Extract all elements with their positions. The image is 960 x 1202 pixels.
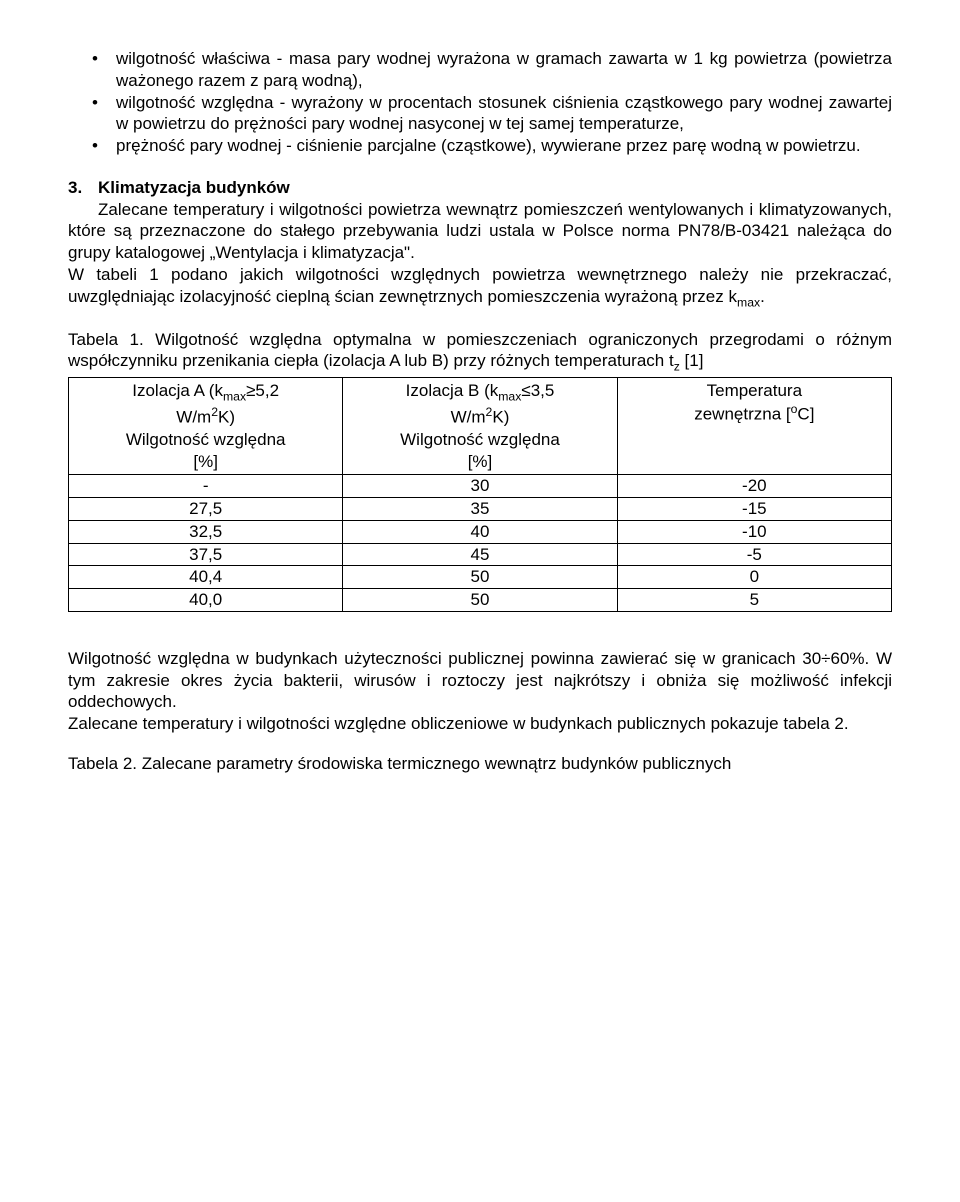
table-row: 40,4 50 0 — [69, 566, 892, 589]
table-cell: - — [69, 475, 343, 498]
table-header-cell: Izolacja B (kmax≤3,5 W/m2K) Wilgotność w… — [343, 378, 617, 475]
bullet-item: wilgotność względna - wyrażony w procent… — [68, 92, 892, 136]
table-cell: 32,5 — [69, 520, 343, 543]
text-run: zewnętrzna [ — [694, 405, 790, 424]
table-row: - 30 -20 — [69, 475, 892, 498]
subscript: max — [223, 390, 246, 404]
table-cell: 40 — [343, 520, 617, 543]
table-cell: 0 — [617, 566, 891, 589]
text-run: Izolacja B (k — [406, 381, 499, 400]
section-number: 3. — [68, 177, 98, 199]
text-run: [%] — [468, 452, 493, 471]
table-cell: 45 — [343, 543, 617, 566]
section-heading: 3. Klimatyzacja budynków — [68, 177, 892, 199]
table-cell: 50 — [343, 589, 617, 612]
table-cell: 37,5 — [69, 543, 343, 566]
subscript: max — [737, 295, 760, 309]
text-run: W tabeli 1 podano jakich wilgotności wzg… — [68, 265, 892, 306]
table-row: 27,5 35 -15 — [69, 498, 892, 521]
paragraph: Zalecane temperatury i wilgotności wzglę… — [68, 713, 892, 735]
text-run: W/m — [176, 408, 211, 427]
table-cell: 27,5 — [69, 498, 343, 521]
section-title: Klimatyzacja budynków — [98, 177, 290, 199]
table-cell: 40,4 — [69, 566, 343, 589]
table-cell: -10 — [617, 520, 891, 543]
table-cell: -15 — [617, 498, 891, 521]
text-run: Wilgotność względna — [126, 430, 286, 449]
text-run: ≥5,2 — [246, 381, 279, 400]
text-run: [%] — [193, 452, 218, 471]
table-row: 40,0 50 5 — [69, 589, 892, 612]
table-cell: 5 — [617, 589, 891, 612]
paragraph: Wilgotność względna w budynkach użyteczn… — [68, 648, 892, 713]
table-cell: 50 — [343, 566, 617, 589]
table-cell: 35 — [343, 498, 617, 521]
text-run: ≤3,5 — [521, 381, 554, 400]
text-run: W/m — [451, 408, 486, 427]
table2-caption: Tabela 2. Zalecane parametry środowiska … — [68, 753, 892, 775]
text-run: [1] — [680, 351, 704, 370]
bullet-list: wilgotność właściwa - masa pary wodnej w… — [68, 48, 892, 157]
superscript: 2 — [211, 405, 218, 419]
bullet-item: wilgotność właściwa - masa pary wodnej w… — [68, 48, 892, 92]
text-run: Wilgotność względna — [400, 430, 560, 449]
section-paragraph: Zalecane temperatury i wilgotności powie… — [68, 199, 892, 264]
humidity-table: Izolacja A (kmax≥5,2 W/m2K) Wilgotność w… — [68, 377, 892, 611]
subscript: max — [498, 390, 521, 404]
text-run: C] — [797, 405, 814, 424]
table-row: 37,5 45 -5 — [69, 543, 892, 566]
bullet-item: prężność pary wodnej - ciśnienie parcjal… — [68, 135, 892, 157]
text-run: Tabela 1. Wilgotność względna optymalna … — [68, 330, 892, 371]
table-cell: 40,0 — [69, 589, 343, 612]
text-run: K) — [492, 408, 509, 427]
table-cell: -20 — [617, 475, 891, 498]
section-paragraph: W tabeli 1 podano jakich wilgotności wzg… — [68, 264, 892, 311]
table-row: 32,5 40 -10 — [69, 520, 892, 543]
table-cell: 30 — [343, 475, 617, 498]
table-header-row: Izolacja A (kmax≥5,2 W/m2K) Wilgotność w… — [69, 378, 892, 475]
table-header-cell: Temperatura zewnętrzna [oC] — [617, 378, 891, 475]
text-run: Izolacja A (k — [132, 381, 223, 400]
table-cell: -5 — [617, 543, 891, 566]
text-run: . — [760, 287, 765, 306]
table-header-cell: Izolacja A (kmax≥5,2 W/m2K) Wilgotność w… — [69, 378, 343, 475]
text-run: K) — [218, 408, 235, 427]
text-run: Temperatura — [707, 381, 802, 400]
table-caption: Tabela 1. Wilgotność względna optymalna … — [68, 329, 892, 376]
